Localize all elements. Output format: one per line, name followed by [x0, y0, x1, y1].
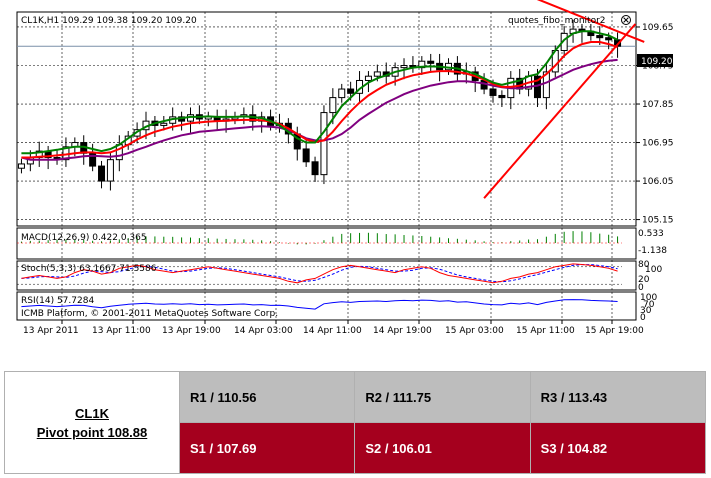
pivot-point: Pivot point 108.88 [36, 424, 148, 440]
candle-body [311, 161, 319, 176]
close-circle-icon[interactable] [621, 15, 631, 25]
trendline [483, 23, 637, 199]
pivot-r2: R2 / 111.75 [354, 371, 531, 423]
time-label: 13 Apr 19:00 [162, 326, 221, 336]
indicator-label: quotes_fibo_monitor2 [508, 16, 606, 26]
moving-averages-layer [21, 30, 619, 161]
rsi-label: RSI(14) 57.7284 [21, 296, 94, 306]
pivot-table: CL1K Pivot point 108.88 R1 / 110.56 R2 /… [4, 371, 707, 474]
time-label: 14 Apr 19:00 [373, 326, 432, 336]
price-label: 107.85 [642, 100, 674, 110]
symbol-ohlc: CL1K,H1 109.29 109.38 109.20 109.20 [21, 16, 197, 26]
pivot-s1: S1 / 107.69 [178, 422, 356, 474]
macd-layer [17, 231, 622, 245]
candle-body [347, 88, 355, 94]
candle-body [302, 148, 310, 163]
pivot-symbol: CL1K [75, 405, 109, 421]
candle-body [329, 97, 337, 114]
price-label: 109.65 [642, 23, 674, 33]
rsi-line [21, 299, 618, 310]
pivot-r1: R1 / 110.56 [178, 371, 356, 423]
candle-body [605, 37, 613, 41]
candle-body [98, 165, 106, 182]
macd-label: MACD(12,26,9) 0.422 0.365 [21, 233, 147, 243]
stoch-axis-80: 80 [638, 260, 650, 270]
pivot-r3: R3 / 113.43 [529, 371, 707, 423]
rsi-pane[interactable] [16, 291, 637, 321]
candle-body [320, 112, 328, 176]
stoch-axis-0: 0 [638, 283, 644, 293]
candle-body [338, 88, 346, 99]
stoch-label: Stoch(5,3,3) 63.1667 71.5586 [21, 264, 157, 274]
current-price-label: 109.20 [641, 57, 673, 67]
stoch-layer [17, 263, 622, 285]
rsi-layer [21, 299, 618, 310]
candle-body [17, 163, 25, 169]
trendline [537, 0, 645, 43]
price-label: 106.05 [642, 177, 674, 187]
pivot-s3: S3 / 104.82 [529, 422, 707, 474]
stoch-main-line [21, 263, 618, 284]
macd-axis-low: -1.138 [638, 246, 667, 256]
time-label: 15 Apr 03:00 [445, 326, 504, 336]
macd-axis-high: 0.533 [638, 229, 664, 239]
candle-body [542, 71, 550, 99]
price-label: 105.15 [642, 216, 674, 226]
rsi-axis-70: 70 [643, 300, 655, 310]
candle-body [373, 71, 381, 77]
stoch-signal-line [21, 264, 618, 283]
time-axis: 13 Apr 2011 13 Apr 11:00 13 Apr 19:00 14 Ap… [23, 320, 644, 336]
time-label: 15 Apr 11:00 [516, 326, 575, 336]
stoch-axis-20: 20 [638, 275, 650, 285]
copyright-text: ICMB Platform, © 2001-2011 MetaQuotes So… [21, 309, 278, 319]
macd-pane[interactable] [16, 227, 637, 260]
candle-body [160, 122, 168, 126]
pivot-symbol-cell: CL1K Pivot point 108.88 [4, 371, 180, 474]
candle-body [489, 88, 497, 96]
current-price-box [637, 54, 673, 67]
pivot-s2: S2 / 106.01 [354, 422, 531, 474]
time-label: 15 Apr 19:00 [585, 326, 644, 336]
rsi-axis-30: 30 [640, 306, 652, 316]
ma-fast-line [21, 30, 619, 155]
time-label: 14 Apr 11:00 [303, 326, 362, 336]
candle-body [364, 75, 372, 81]
price-label: 106.95 [642, 139, 674, 149]
ma-mid-line [21, 41, 618, 159]
rsi-axis-0: 0 [640, 313, 646, 323]
candle-body [106, 159, 114, 182]
candle-body [498, 94, 506, 99]
candle-body [427, 60, 435, 64]
time-label: 13 Apr 11:00 [92, 326, 151, 336]
stoch-axis-100: 100 [645, 265, 662, 275]
candle-body [596, 35, 604, 39]
trendlines-layer [483, 0, 645, 199]
time-label: 14 Apr 03:00 [234, 326, 293, 336]
rsi-axis-100: 100 [640, 293, 657, 303]
time-label: 13 Apr 2011 [23, 326, 79, 336]
candle-body [400, 65, 408, 69]
